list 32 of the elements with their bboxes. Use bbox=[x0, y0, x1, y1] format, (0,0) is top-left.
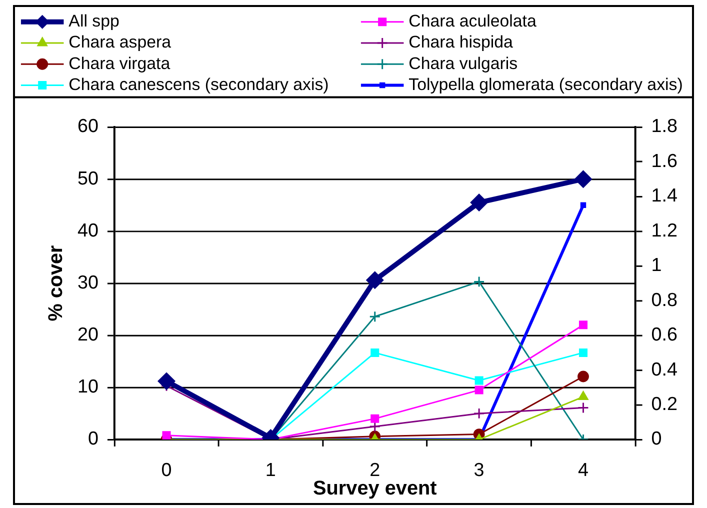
x-tick-label: 1 bbox=[265, 458, 276, 480]
legend-label: Chara virgata bbox=[68, 54, 171, 73]
legend-label: Chara vulgaris bbox=[408, 54, 518, 73]
y2-tick-label: 0 bbox=[651, 428, 662, 449]
x-axis-title: Survey event bbox=[312, 478, 438, 500]
y-tick-label: 30 bbox=[78, 271, 99, 292]
y-tick-label: 40 bbox=[78, 219, 99, 240]
y-tick-label: 50 bbox=[78, 167, 99, 188]
x-tick-label: 2 bbox=[370, 458, 380, 480]
legend-label: Chara aculeolata bbox=[408, 12, 538, 31]
legend-label: All spp bbox=[68, 12, 120, 31]
y-tick-label: 20 bbox=[78, 324, 99, 345]
y2-tick-label: 0.6 bbox=[651, 324, 678, 345]
x-tick-label: 3 bbox=[474, 458, 484, 480]
y-tick-label: 0 bbox=[88, 428, 99, 449]
y2-tick-label: 0.2 bbox=[651, 393, 678, 414]
y-tick-label: 60 bbox=[78, 115, 99, 136]
y2-tick-label: 0.8 bbox=[651, 288, 678, 310]
y2-tick-label: 1.2 bbox=[651, 219, 678, 240]
x-tick-label: 0 bbox=[161, 458, 172, 480]
y-axis-title: % cover bbox=[45, 244, 68, 322]
legend-label: Chara hispida bbox=[408, 32, 514, 52]
x-tick-label: 4 bbox=[578, 458, 588, 480]
y2-tick-label: 1.8 bbox=[651, 115, 678, 136]
legend-label: Chara aspera bbox=[68, 32, 172, 52]
legend-label: Chara canescens (secondary axis) bbox=[68, 74, 329, 94]
y2-tick-label: 1.4 bbox=[651, 184, 678, 206]
y2-tick-label: 1 bbox=[651, 254, 662, 276]
y2-tick-label: 0.4 bbox=[651, 358, 678, 380]
legend-label: Tolypella glomerata (secondary axis) bbox=[408, 74, 683, 94]
y2-tick-label: 1.6 bbox=[651, 150, 678, 171]
y-tick-label: 10 bbox=[78, 376, 99, 397]
